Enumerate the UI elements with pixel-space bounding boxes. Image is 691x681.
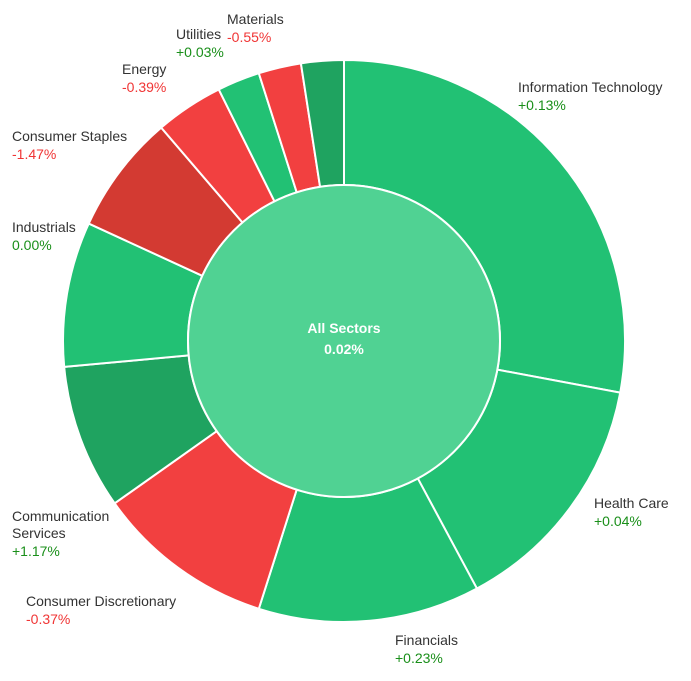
slice-change: +1.17% <box>12 543 60 559</box>
slice-label-health-care: Health Care +0.04% <box>594 495 669 529</box>
slice-name: Health Care <box>594 495 669 511</box>
slice-label-consumer-discretionary: Consumer Discretionary -0.37% <box>26 593 176 627</box>
slice-name: Industrials <box>12 219 76 235</box>
slice-change: +0.03% <box>176 44 224 60</box>
slice-change: -0.39% <box>122 79 166 95</box>
slice-name: Energy <box>122 61 166 77</box>
slice-label-industrials: Industrials 0.00% <box>12 219 76 253</box>
slice-label-materials: Materials -0.55% <box>227 11 284 45</box>
labels-layer: Information Technology +0.13% Health Care +… <box>12 11 669 666</box>
slice-label-communication-services: Communication Services +1.17% <box>12 508 109 559</box>
slice-name: Consumer Discretionary <box>26 593 176 609</box>
slice-name: Utilities <box>176 26 221 42</box>
center-label: All Sectors <box>307 320 380 336</box>
slice-label-utilities: Utilities +0.03% <box>176 26 224 60</box>
slice-change: 0.00% <box>12 237 52 253</box>
slices-layer <box>62 58 626 623</box>
slice-label-financials: Financials +0.23% <box>395 632 458 666</box>
slice-change: +0.23% <box>395 650 443 666</box>
slice-name: Financials <box>395 632 458 648</box>
slice-label-consumer-staples: Consumer Staples -1.47% <box>12 128 127 162</box>
slice-name: Information Technology <box>518 79 663 95</box>
center-circle[interactable] <box>187 184 501 498</box>
slice-change: +0.13% <box>518 97 566 113</box>
slice-change: -1.47% <box>12 146 56 162</box>
slice-change: -0.37% <box>26 611 70 627</box>
slice-change: -0.55% <box>227 29 271 45</box>
slice-change: +0.04% <box>594 513 642 529</box>
slice-name: Communication Services <box>12 508 109 541</box>
slice-label-energy: Energy -0.39% <box>122 61 166 95</box>
slice-name: Consumer Staples <box>12 128 127 144</box>
center-value: 0.02% <box>324 341 364 357</box>
slice-label-information-technology: Information Technology +0.13% <box>518 79 663 113</box>
slice-name: Materials <box>227 11 284 27</box>
